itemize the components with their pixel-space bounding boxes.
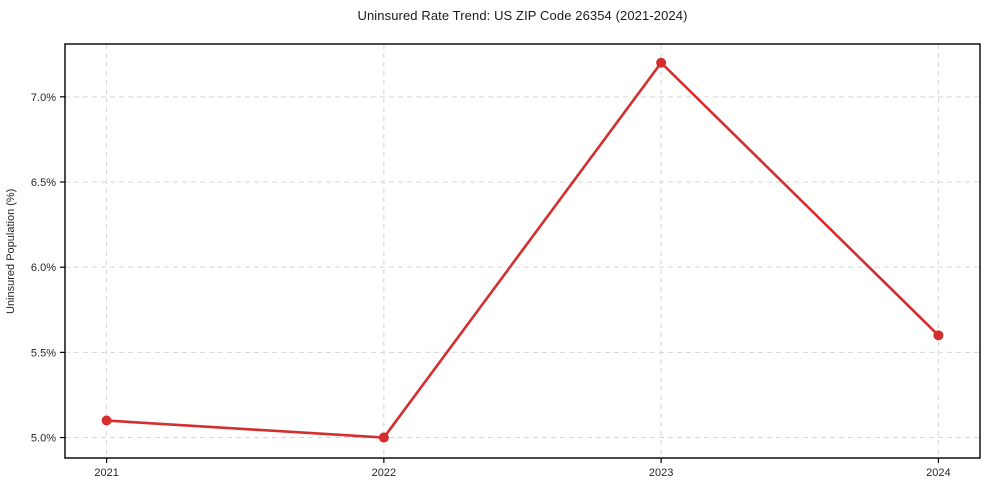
x-tick-label: 2021 xyxy=(94,467,118,479)
y-tick-label: 5.0% xyxy=(31,433,56,445)
chart-title: Uninsured Rate Trend: US ZIP Code 26354 … xyxy=(357,8,688,23)
y-tick-label: 6.5% xyxy=(31,177,56,189)
data-point-2021 xyxy=(101,415,112,426)
plot-border xyxy=(64,43,981,459)
x-tick-label: 2023 xyxy=(649,467,673,479)
y-tick-label: 6.0% xyxy=(31,262,56,274)
x-tick-label: 2024 xyxy=(926,467,950,479)
data-point-2022 xyxy=(378,432,389,443)
y-tick-label: 5.5% xyxy=(31,347,56,359)
data-point-2023 xyxy=(656,57,667,68)
data-point-2024 xyxy=(933,330,944,341)
trend-line xyxy=(105,61,940,439)
x-tick-label: 2022 xyxy=(372,467,396,479)
y-tick-label: 7.0% xyxy=(31,92,56,104)
